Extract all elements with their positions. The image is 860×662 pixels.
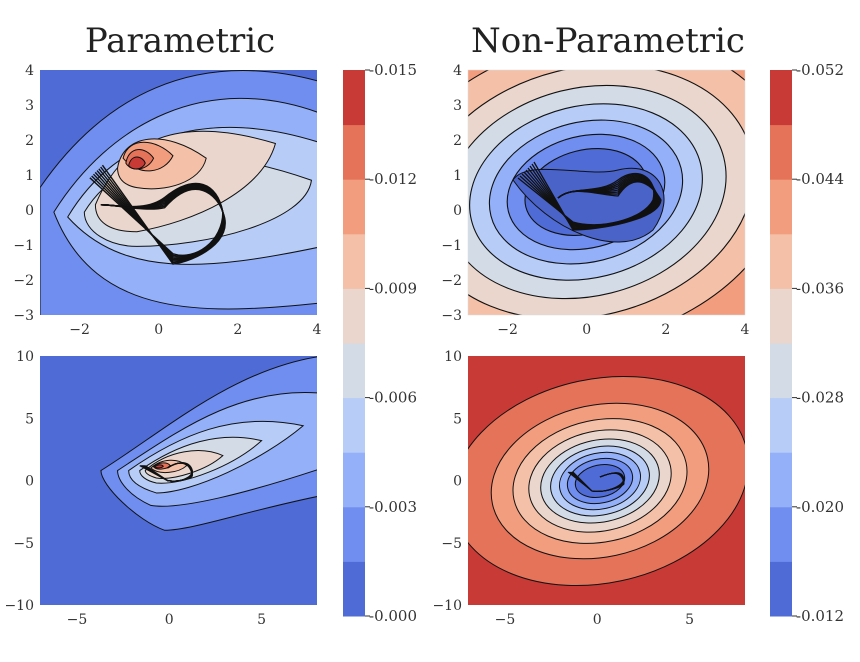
- colorbar-tick-label: -0.012: [796, 607, 844, 625]
- colorbar-segment: [343, 233, 365, 289]
- y-tick-label: 1: [453, 168, 462, 184]
- colorbar-segment: [770, 506, 792, 562]
- trajectory: [533, 161, 662, 231]
- y-tick-label: 1: [25, 168, 34, 184]
- colorbar-segment: [770, 233, 792, 289]
- y-tick-label: −1: [441, 238, 462, 254]
- title-left: Parametric: [85, 21, 275, 61]
- y-tick-label: 3: [25, 98, 34, 114]
- y-tick-label: 3: [453, 98, 462, 114]
- contour-level: [154, 464, 164, 469]
- y-tick-label: −3: [13, 308, 34, 324]
- x-tick-label: −2: [497, 322, 518, 338]
- colorbar-segment: [343, 452, 365, 508]
- x-tick-label: 4: [741, 322, 750, 338]
- x-tick-label: 0: [154, 322, 163, 338]
- colorbar-segment: [770, 70, 792, 126]
- x-tick-label: 0: [582, 322, 591, 338]
- trajectory: [572, 471, 625, 492]
- y-tick-label: −1: [13, 238, 34, 254]
- colorbar-tick-label: -0.000: [369, 607, 417, 625]
- colorbar-tick-label: -0.009: [369, 279, 417, 297]
- panel-parametric-top: −2 0 2 4 −3 −2 −1 0 1 2 3 4: [13, 63, 322, 338]
- y-tick-label: 2: [453, 133, 462, 149]
- x-tick-label: 5: [685, 612, 694, 628]
- colorbar-tick-label: -0.036: [796, 279, 844, 297]
- colorbar-segment: [770, 288, 792, 344]
- colorbar-nonparametric: -0.012 -0.020 -0.028 -0.036 -0.044 -0.052: [770, 61, 844, 625]
- trajectory: [100, 164, 226, 265]
- colorbar-tick-label: -0.028: [796, 389, 844, 407]
- colorbar-segment: [343, 343, 365, 399]
- title-right: Non-Parametric: [471, 21, 745, 61]
- x-tick-label: −5: [67, 612, 88, 628]
- trajectory-lines: [517, 161, 662, 231]
- panel-parametric-bottom: −5 0 5 −10 −5 0 5 10: [4, 349, 317, 628]
- y-tick-label: −5: [13, 536, 34, 552]
- contour-level: [128, 156, 146, 170]
- colorbar-segment: [343, 397, 365, 453]
- y-tick-label: 0: [453, 203, 462, 219]
- x-tick-label: 5: [257, 612, 266, 628]
- colorbar-segment: [343, 506, 365, 562]
- y-tick-label: 4: [453, 63, 462, 79]
- colorbar-segment: [770, 343, 792, 399]
- trajectory-lines: [89, 164, 226, 265]
- colorbar-segment: [343, 124, 365, 180]
- y-tick-label: −2: [441, 273, 462, 289]
- colorbar-parametric: -0.000 -0.003 -0.006 -0.009 -0.012 -0.015: [343, 61, 417, 625]
- x-tick-label: 0: [165, 612, 174, 628]
- colorbar-segment: [770, 179, 792, 235]
- x-tick-label: 0: [593, 612, 602, 628]
- y-tick-label: 5: [453, 411, 462, 427]
- y-tick-label: −3: [441, 308, 462, 324]
- panel-nonparametric-bottom: −5 0 5 −10 −5 0 5 10: [432, 349, 745, 628]
- y-tick-label: −2: [13, 273, 34, 289]
- colorbar-tick-label: -0.020: [796, 498, 844, 516]
- colorbar-tick-label: -0.003: [369, 498, 417, 516]
- colorbar-segment: [343, 561, 365, 617]
- y-tick-label: 2: [25, 133, 34, 149]
- colorbar-tick-label: -0.012: [369, 170, 417, 188]
- y-tick-label: 4: [25, 63, 34, 79]
- trajectory-lines: [567, 471, 625, 492]
- y-tick-label: 0: [453, 474, 462, 490]
- colorbar-segment: [770, 561, 792, 617]
- y-tick-label: 5: [25, 411, 34, 427]
- y-tick-label: 10: [444, 349, 462, 365]
- colorbar-tick-label: -0.044: [796, 170, 844, 188]
- colorbar-tick-label: -0.006: [369, 389, 417, 407]
- x-tick-label: 2: [661, 322, 670, 338]
- trajectory: [144, 462, 193, 482]
- panel-nonparametric-top: −2 0 2 4 −3 −2 −1 0 1 2 3 4: [441, 63, 750, 338]
- trajectory-lines: [139, 462, 193, 482]
- y-tick-label: −10: [432, 598, 462, 614]
- y-tick-label: 0: [25, 203, 34, 219]
- x-tick-label: 2: [233, 322, 242, 338]
- colorbar-segment: [343, 70, 365, 126]
- y-tick-label: 0: [25, 474, 34, 490]
- colorbar-segment: [770, 452, 792, 508]
- colorbar-tick-label: -0.015: [369, 61, 417, 79]
- y-tick-label: −10: [4, 598, 34, 614]
- x-tick-label: −2: [69, 322, 90, 338]
- colorbar-segment: [343, 179, 365, 235]
- y-tick-label: −5: [441, 536, 462, 552]
- colorbar-segment: [770, 124, 792, 180]
- x-tick-label: 4: [313, 322, 322, 338]
- y-tick-label: 10: [16, 349, 34, 365]
- colorbar-segment: [770, 397, 792, 453]
- colorbar-tick-label: -0.052: [796, 61, 844, 79]
- x-tick-label: −5: [495, 612, 516, 628]
- colorbar-segment: [343, 288, 365, 344]
